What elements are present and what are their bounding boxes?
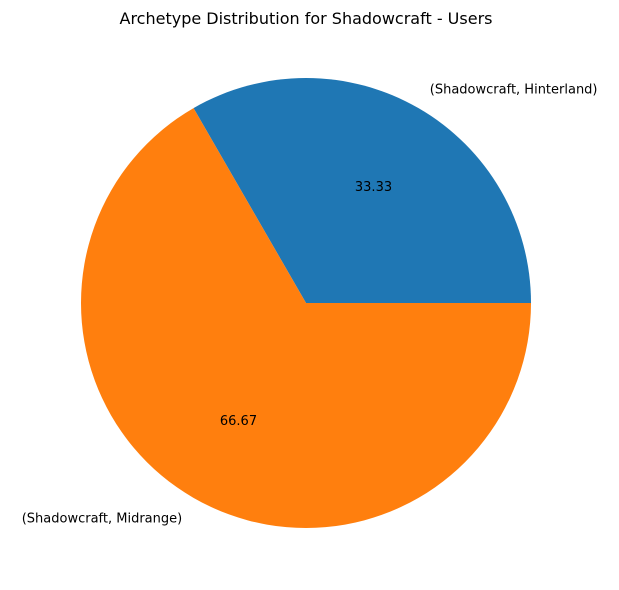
slice-category-label: (Shadowcraft, Midrange) (22, 511, 183, 526)
slice-value-label: 33.33 (355, 180, 392, 195)
slice-value-label: 66.67 (220, 414, 257, 429)
slice-category-label: (Shadowcraft, Hinterland) (430, 83, 598, 98)
chart-title: Archetype Distribution for Shadowcraft -… (120, 9, 493, 28)
pie-labels: 33.33 (Shadowcraft, Hinterland) 66.67 (Shad… (22, 83, 598, 527)
pie-slice (193, 77, 531, 303)
pie-slices (81, 77, 531, 528)
pie-slice (81, 108, 531, 528)
